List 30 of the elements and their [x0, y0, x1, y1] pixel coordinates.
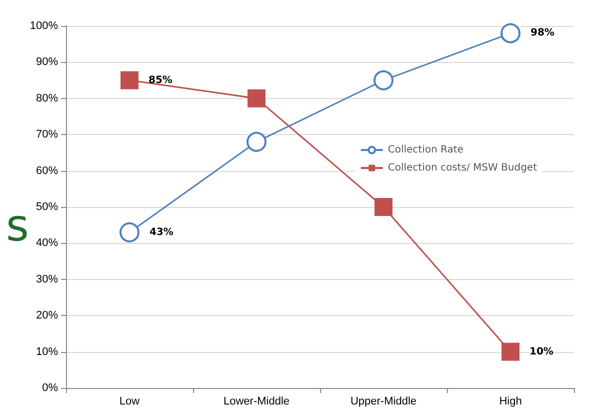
text: s	[6, 200, 29, 252]
y-tick-label: 30%	[36, 273, 58, 286]
y-tick-label: 40%	[36, 237, 58, 250]
y-tick-label: 50%	[36, 201, 58, 213]
point	[120, 222, 140, 242]
point	[246, 132, 266, 152]
data-label: 10%	[530, 346, 554, 358]
y-tick-label: 80%	[36, 92, 58, 104]
y-tick-label: 20%	[36, 310, 58, 322]
y-tick-label: 90%	[36, 56, 58, 68]
x-tick-label: Lower-Middle	[223, 396, 290, 408]
legend-label: Collection costs/ MSW Budget	[388, 162, 538, 174]
x-tick-label: Low	[119, 396, 140, 408]
y-tick-label: 0%	[42, 382, 58, 394]
point	[374, 70, 394, 90]
y-tick-label: 70%	[36, 128, 58, 141]
y-tick-label: 100%	[30, 20, 58, 32]
point	[248, 89, 266, 108]
x-tick-label: Upper-Middle	[350, 396, 417, 408]
x-tick-label: High	[499, 396, 522, 408]
legend-label: Collection Rate	[388, 144, 464, 156]
data-label: 98%	[530, 28, 554, 39]
y-tick-label: 60%	[36, 164, 58, 177]
point	[374, 198, 392, 216]
data-label: 43%	[150, 226, 174, 238]
y-tick-label: 10%	[36, 346, 58, 358]
data-label: 85%	[148, 74, 172, 86]
point	[120, 71, 138, 90]
point	[500, 23, 520, 44]
point	[502, 342, 520, 361]
